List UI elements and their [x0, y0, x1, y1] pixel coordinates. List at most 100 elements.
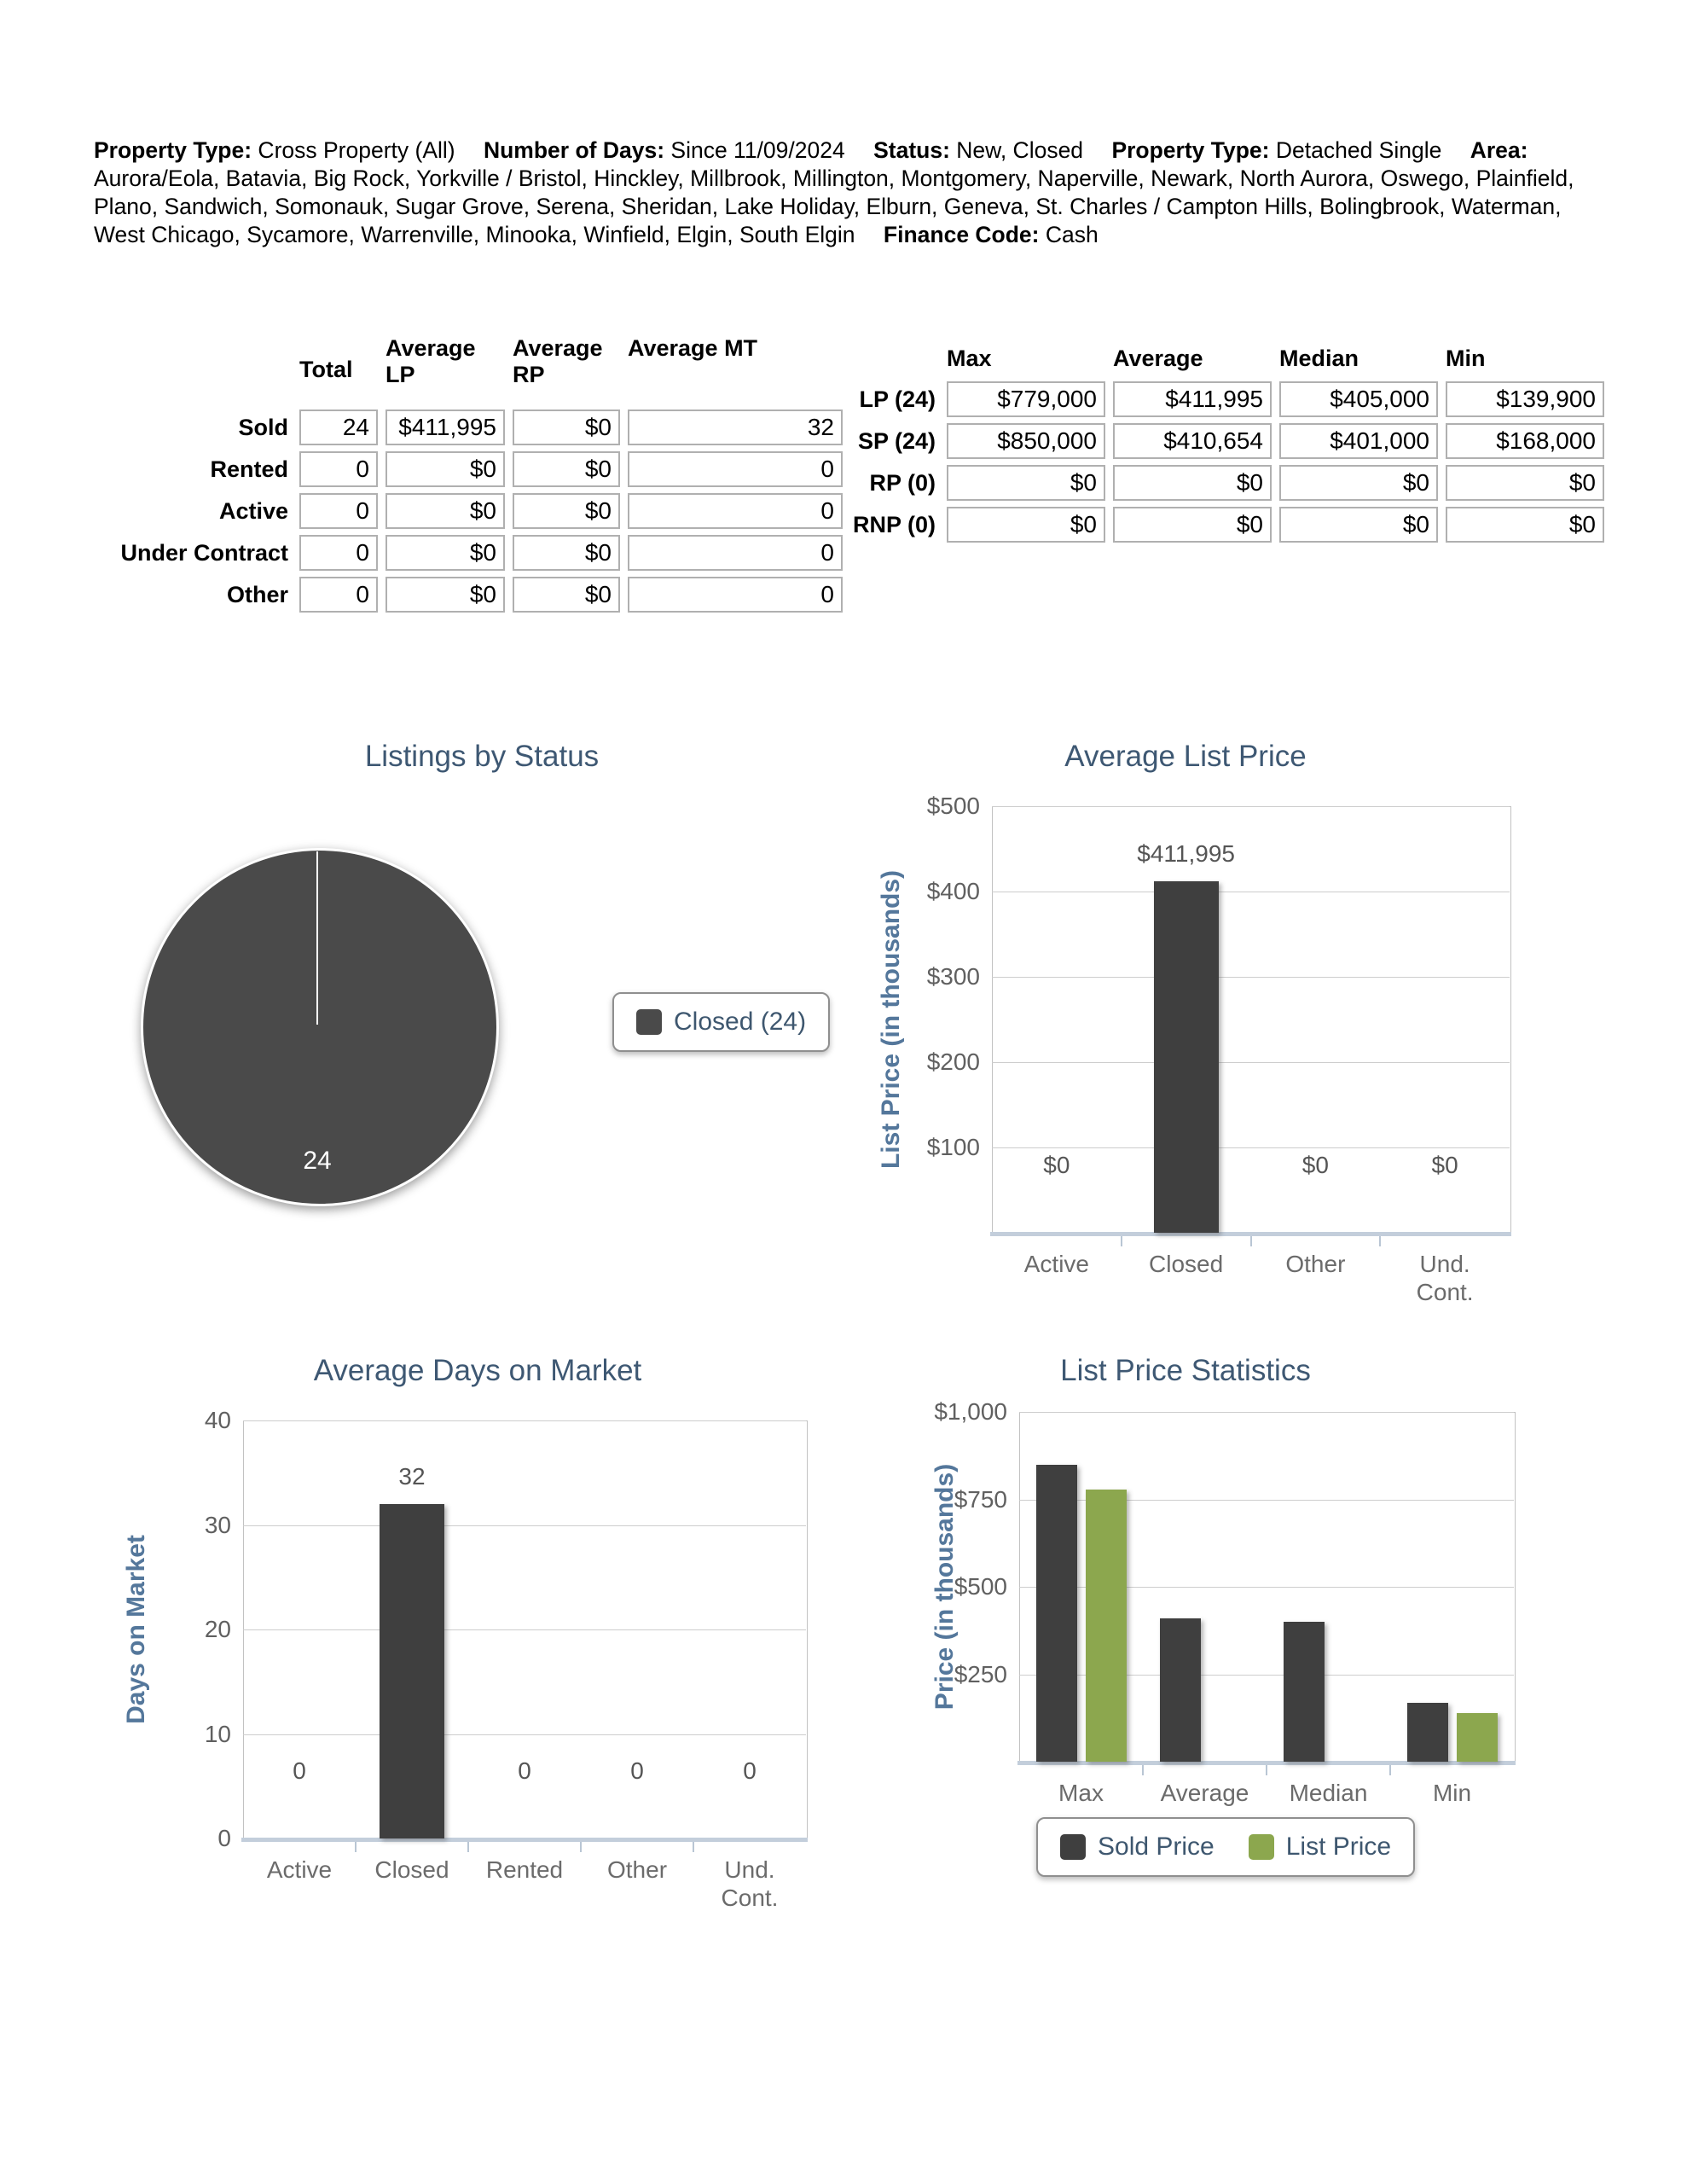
x-category-label: Closed — [1149, 1251, 1224, 1277]
criteria-segment-5: Finance Code: Cash — [883, 221, 1099, 247]
table-cell: 0 — [299, 535, 378, 571]
bar-data-label: 0 — [293, 1757, 306, 1784]
table-cell: 0 — [628, 535, 843, 571]
x-axis-line — [241, 1838, 808, 1842]
list-price-statistics-chart: List Price Statistics Price (in thousand… — [844, 1344, 1595, 1958]
y-tick-label: $500 — [926, 793, 980, 819]
legend-swatch — [1060, 1834, 1086, 1860]
column-header: Average — [1113, 346, 1203, 371]
table-cell: $0 — [1446, 507, 1604, 543]
x-axis-tick — [1142, 1765, 1144, 1775]
bar-data-label: 32 — [398, 1463, 426, 1490]
x-axis-tick — [1249, 1236, 1252, 1246]
table-cell: 24 — [299, 410, 378, 445]
bar-data-label: 0 — [630, 1757, 644, 1784]
plot-area — [992, 806, 1511, 1234]
table-cell: 0 — [628, 451, 843, 487]
table-cell: $411,995 — [1113, 381, 1272, 417]
criteria-label: Area: — [1470, 136, 1528, 163]
gridline — [243, 1734, 806, 1735]
gridline — [992, 806, 1510, 807]
bar-data-label: $0 — [1301, 1152, 1329, 1178]
table-cell: $0 — [386, 493, 505, 529]
table-cell: $139,900 — [1446, 381, 1604, 417]
criteria-segment-0: Property Type: Cross Property (All) — [94, 136, 455, 163]
criteria-segment-4: Area: Aurora/Eola, Batavia, Big Rock, Yo… — [94, 136, 1574, 247]
y-tick-label: 0 — [217, 1825, 231, 1851]
legend-entry: Sold Price — [1060, 1833, 1215, 1862]
pie-data-label: 24 — [303, 1147, 332, 1175]
gridline — [1019, 1412, 1514, 1413]
criteria-label: Property Type: — [1111, 136, 1270, 163]
table-cell: $0 — [513, 410, 620, 445]
table-cell: $0 — [1279, 507, 1438, 543]
gridline — [1019, 1499, 1514, 1501]
criteria-label: Number of Days: — [483, 136, 665, 163]
x-category-label: Und. Cont. — [1416, 1251, 1474, 1305]
legend-swatch — [1248, 1834, 1274, 1860]
y-tick-label: 10 — [204, 1720, 231, 1747]
gridline — [992, 1062, 1510, 1063]
bar-data-label: $0 — [1431, 1152, 1458, 1178]
table-cell: $779,000 — [947, 381, 1105, 417]
y-tick-label: 20 — [204, 1616, 231, 1642]
gridline — [243, 1629, 806, 1630]
y-tick-label: $200 — [926, 1048, 980, 1075]
bar-data-label: $411,995 — [1137, 840, 1235, 867]
table-cell: 0 — [299, 577, 378, 613]
x-category-label: Other — [1285, 1251, 1346, 1277]
x-category-label: Max — [1058, 1780, 1104, 1806]
criteria-segment-1: Number of Days: Since 11/09/2024 — [483, 136, 845, 163]
chart-title: Listings by Status — [364, 740, 600, 773]
table-cell: $168,000 — [1446, 423, 1604, 459]
bar-average — [1159, 1618, 1201, 1762]
x-axis-tick — [467, 1842, 469, 1852]
column-header: Max — [947, 346, 992, 371]
x-axis-tick — [1379, 1236, 1382, 1246]
table-cell: $850,000 — [947, 423, 1105, 459]
row-label: Active — [218, 498, 288, 524]
bar-data-label: $0 — [1043, 1152, 1070, 1178]
table-cell: 0 — [299, 451, 378, 487]
bar-closed — [380, 1504, 444, 1838]
bar-closed — [1153, 881, 1219, 1233]
column-header: Total — [299, 356, 353, 382]
y-tick-label: $1,000 — [934, 1398, 1007, 1425]
status-summary-table: Total Average LP Average RP Average MT Sold 2… — [94, 335, 843, 613]
table-cell: $0 — [386, 577, 505, 613]
table-cell: $0 — [513, 577, 620, 613]
gridline — [243, 1525, 806, 1526]
x-category-label: Und. Cont. — [721, 1856, 779, 1911]
y-tick-label: $400 — [926, 878, 980, 904]
x-axis-tick — [355, 1842, 357, 1852]
listings-by-status-chart: Listings by Status 24 Closed (24) — [94, 729, 870, 1327]
bar-median — [1283, 1621, 1325, 1762]
row-label: RP (0) — [869, 470, 936, 496]
legend-swatch — [636, 1009, 662, 1035]
table-cell: $405,000 — [1279, 381, 1438, 417]
legend-label: Sold Price — [1098, 1833, 1215, 1861]
criteria-segment-2: Status: New, Closed — [873, 136, 1084, 163]
table-cell: $0 — [386, 535, 505, 571]
table-cell: $411,995 — [386, 410, 505, 445]
column-header: Min — [1446, 346, 1486, 371]
row-label: Sold — [238, 415, 289, 440]
table-cell: $0 — [947, 507, 1105, 543]
legend-label: List Price — [1285, 1833, 1392, 1861]
plot-area — [243, 1420, 808, 1840]
x-category-label: Other — [606, 1856, 668, 1883]
table-corner — [840, 341, 939, 375]
bar-max — [1035, 1464, 1077, 1762]
x-category-label: Rented — [485, 1856, 564, 1883]
legend-entry: Closed (24) — [636, 1008, 806, 1037]
chart-legend: Sold Price List Price — [1036, 1817, 1416, 1877]
table-cell: $0 — [513, 493, 620, 529]
bar-min — [1456, 1712, 1498, 1762]
legend-label: Closed (24) — [674, 1008, 807, 1036]
pie-slice-closed — [141, 848, 499, 1206]
x-axis-tick — [693, 1842, 694, 1852]
y-tick-label: $750 — [954, 1485, 1007, 1513]
row-label: LP (24) — [859, 386, 936, 412]
